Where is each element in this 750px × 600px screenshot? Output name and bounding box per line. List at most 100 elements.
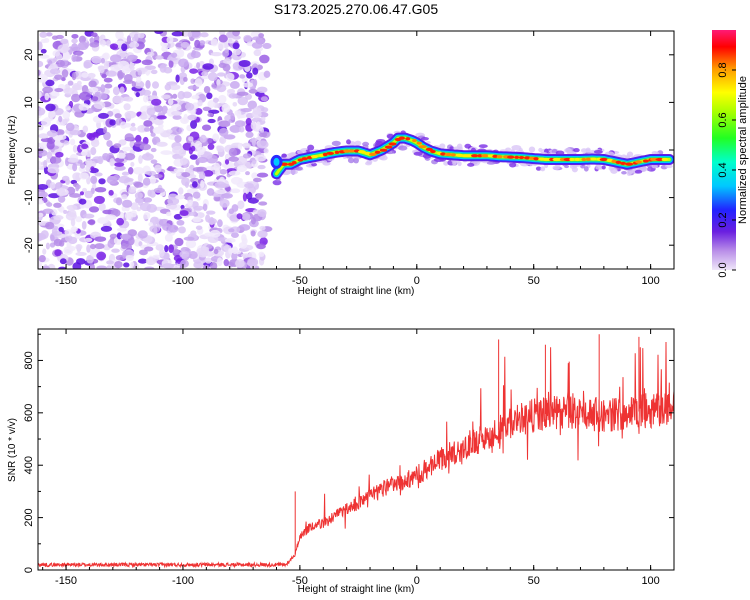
noise-blob xyxy=(60,38,69,45)
noise-blob xyxy=(38,60,44,68)
noise-blob xyxy=(40,48,47,54)
noise-blob xyxy=(128,186,137,193)
noise-blob xyxy=(216,78,221,87)
noise-blob xyxy=(227,88,236,94)
noise-blob xyxy=(94,236,107,242)
spectrogram-y-axis: -20 -10 0 10 20 xyxy=(23,30,674,270)
noise-blob xyxy=(81,72,89,78)
noise-blob xyxy=(85,158,93,167)
noise-blob xyxy=(209,262,218,269)
ridge-hotspot xyxy=(384,145,393,149)
noise-blob xyxy=(209,229,221,238)
noise-blob xyxy=(66,204,78,211)
noise-blob xyxy=(207,112,214,117)
noise-blob xyxy=(93,195,105,205)
noise-blob xyxy=(151,98,162,106)
noise-blob xyxy=(247,100,258,110)
noise-blob xyxy=(226,72,235,82)
noise-blob xyxy=(129,126,137,132)
noise-blob xyxy=(244,182,254,189)
noise-blob xyxy=(72,144,78,153)
noise-blob xyxy=(224,159,230,165)
noise-blob xyxy=(150,132,156,137)
noise-blob xyxy=(88,87,99,93)
noise-region xyxy=(38,31,273,269)
noise-blob xyxy=(63,246,73,255)
noise-blob xyxy=(42,265,50,269)
noise-blob xyxy=(56,134,67,140)
noise-blob xyxy=(178,226,186,234)
ridge-hotspot xyxy=(301,157,308,161)
noise-blob xyxy=(96,265,107,269)
noise-blob xyxy=(143,120,153,127)
noise-blob xyxy=(187,85,200,90)
snr-x-tick-label: 50 xyxy=(528,575,540,587)
noise-blob xyxy=(102,152,110,161)
noise-blob xyxy=(53,225,59,231)
noise-blob xyxy=(215,167,221,177)
ridge-hotspot xyxy=(405,137,411,141)
noise-blob xyxy=(44,92,50,101)
noise-blob xyxy=(171,52,178,58)
snr-x-tick-label: -50 xyxy=(292,575,308,587)
ridge-hotspot xyxy=(552,157,561,162)
noise-blob xyxy=(63,209,68,214)
noise-blob xyxy=(236,91,249,96)
noise-blob xyxy=(67,80,74,86)
ridge-halo-blob xyxy=(365,161,372,166)
noise-blob xyxy=(50,156,62,164)
noise-blob xyxy=(90,139,100,148)
noise-blob xyxy=(190,120,198,129)
ridge-hotspot xyxy=(326,151,335,156)
noise-blob xyxy=(121,199,133,208)
snr-y-tick-label: 400 xyxy=(23,456,35,474)
noise-blob xyxy=(195,212,205,219)
noise-blob xyxy=(257,164,266,170)
ridge-halo-blob xyxy=(509,162,517,168)
noise-blob xyxy=(201,250,207,258)
noise-blob xyxy=(109,43,119,50)
noise-blob xyxy=(103,60,110,70)
noise-blob xyxy=(218,120,231,128)
ridge-hotspot xyxy=(542,157,551,162)
spectrogram-x-tick-label: -100 xyxy=(172,275,194,287)
snr-line xyxy=(38,341,674,569)
noise-blob xyxy=(251,172,259,180)
noise-blob xyxy=(153,187,165,193)
noise-blob xyxy=(112,86,120,96)
noise-blob xyxy=(190,230,197,237)
noise-blob xyxy=(202,106,212,112)
noise-blob xyxy=(222,63,231,72)
noise-blob xyxy=(114,260,123,269)
noise-blob xyxy=(151,81,160,89)
noise-blob xyxy=(111,248,120,253)
noise-blob xyxy=(77,41,89,51)
noise-blob xyxy=(197,99,203,107)
noise-blob xyxy=(71,72,77,81)
noise-blob xyxy=(81,220,87,230)
noise-blob xyxy=(113,162,125,167)
noise-blob xyxy=(72,262,82,269)
noise-blob xyxy=(245,131,254,138)
noise-blob xyxy=(68,209,77,218)
noise-blob xyxy=(171,103,182,111)
noise-blob xyxy=(62,118,68,125)
snr-x-axis: -150 -100 -50 0 50 100 xyxy=(42,329,675,587)
noise-blob xyxy=(236,110,242,119)
ridge-hotspot xyxy=(575,157,580,162)
noise-blob xyxy=(86,244,91,253)
noise-blob xyxy=(191,95,200,100)
noise-blob xyxy=(253,49,262,57)
noise-blob xyxy=(114,157,125,163)
noise-blob xyxy=(230,112,235,121)
ridge-hotspot xyxy=(533,157,539,161)
ridge-halo-blob xyxy=(331,140,341,147)
noise-blob xyxy=(94,172,103,177)
noise-blob xyxy=(58,115,63,123)
noise-blob xyxy=(217,41,225,50)
noise-blob xyxy=(123,103,131,111)
noise-blob xyxy=(206,188,215,196)
snr-x-label: Height of straight line (km) xyxy=(298,584,415,595)
noise-blob xyxy=(78,172,89,180)
noise-blob xyxy=(142,197,153,203)
